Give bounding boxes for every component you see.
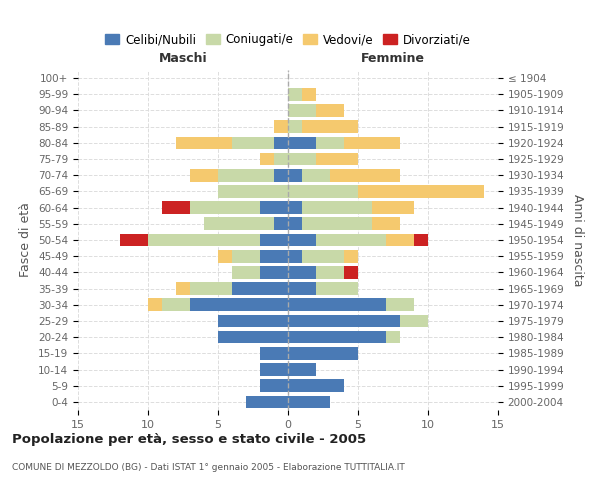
Bar: [288, 218, 302, 230]
Bar: [386, 298, 414, 311]
Bar: [148, 234, 260, 246]
Bar: [260, 363, 288, 376]
Bar: [288, 169, 302, 181]
Bar: [274, 136, 288, 149]
Bar: [218, 314, 288, 328]
Bar: [190, 169, 218, 181]
Bar: [302, 250, 344, 262]
Bar: [232, 266, 260, 278]
Bar: [302, 218, 372, 230]
Bar: [204, 218, 274, 230]
Bar: [148, 298, 162, 311]
Bar: [316, 234, 386, 246]
Bar: [330, 169, 400, 181]
Bar: [344, 250, 358, 262]
Bar: [302, 120, 358, 133]
Bar: [288, 120, 302, 133]
Bar: [260, 250, 288, 262]
Bar: [316, 282, 358, 295]
Bar: [316, 136, 344, 149]
Bar: [288, 396, 330, 408]
Y-axis label: Anni di nascita: Anni di nascita: [571, 194, 584, 286]
Bar: [288, 234, 316, 246]
Bar: [302, 169, 330, 181]
Bar: [190, 202, 260, 214]
Bar: [176, 136, 232, 149]
Bar: [274, 120, 288, 133]
Bar: [358, 185, 484, 198]
Bar: [288, 88, 302, 101]
Bar: [260, 380, 288, 392]
Bar: [260, 152, 274, 166]
Bar: [344, 266, 358, 278]
Bar: [288, 250, 302, 262]
Bar: [274, 218, 288, 230]
Bar: [302, 88, 316, 101]
Bar: [162, 202, 190, 214]
Bar: [372, 202, 414, 214]
Text: Popolazione per età, sesso e stato civile - 2005: Popolazione per età, sesso e stato civil…: [12, 432, 366, 446]
Bar: [190, 282, 232, 295]
Bar: [218, 185, 288, 198]
Bar: [288, 266, 316, 278]
Bar: [246, 396, 288, 408]
Bar: [316, 104, 344, 117]
Y-axis label: Fasce di età: Fasce di età: [19, 202, 32, 278]
Bar: [260, 347, 288, 360]
Bar: [232, 282, 288, 295]
Text: COMUNE DI MEZZOLDO (BG) - Dati ISTAT 1° gennaio 2005 - Elaborazione TUTTITALIA.I: COMUNE DI MEZZOLDO (BG) - Dati ISTAT 1° …: [12, 462, 405, 471]
Bar: [288, 136, 316, 149]
Bar: [386, 234, 414, 246]
Bar: [414, 234, 428, 246]
Bar: [288, 331, 386, 344]
Bar: [288, 152, 316, 166]
Bar: [288, 314, 400, 328]
Bar: [288, 282, 316, 295]
Bar: [232, 250, 260, 262]
Legend: Celibi/Nubili, Coniugati/e, Vedovi/e, Divorziati/e: Celibi/Nubili, Coniugati/e, Vedovi/e, Di…: [100, 28, 476, 50]
Bar: [288, 380, 344, 392]
Bar: [288, 363, 316, 376]
Text: Maschi: Maschi: [158, 52, 208, 65]
Bar: [302, 202, 372, 214]
Bar: [288, 202, 302, 214]
Bar: [400, 314, 428, 328]
Bar: [288, 185, 358, 198]
Bar: [218, 250, 232, 262]
Bar: [386, 331, 400, 344]
Bar: [274, 152, 288, 166]
Bar: [260, 266, 288, 278]
Bar: [218, 331, 288, 344]
Bar: [288, 347, 358, 360]
Bar: [232, 136, 274, 149]
Bar: [162, 298, 190, 311]
Bar: [218, 169, 274, 181]
Bar: [120, 234, 148, 246]
Bar: [190, 298, 288, 311]
Bar: [274, 169, 288, 181]
Bar: [344, 136, 400, 149]
Text: Femmine: Femmine: [361, 52, 425, 65]
Bar: [288, 104, 316, 117]
Bar: [260, 202, 288, 214]
Bar: [288, 298, 386, 311]
Bar: [260, 234, 288, 246]
Bar: [372, 218, 400, 230]
Bar: [316, 152, 358, 166]
Bar: [316, 266, 344, 278]
Bar: [176, 282, 190, 295]
